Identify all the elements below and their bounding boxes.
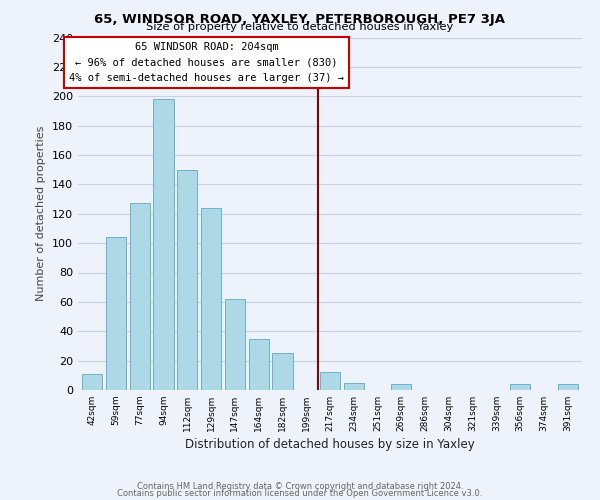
X-axis label: Distribution of detached houses by size in Yaxley: Distribution of detached houses by size …	[185, 438, 475, 451]
Bar	[154, 99, 173, 390]
Bar	[225, 299, 245, 390]
Text: Contains HM Land Registry data © Crown copyright and database right 2024.: Contains HM Land Registry data © Crown c…	[137, 482, 463, 491]
Bar	[106, 238, 126, 390]
Bar	[320, 372, 340, 390]
Bar	[557, 384, 578, 390]
Bar	[344, 382, 364, 390]
Text: 65, WINDSOR ROAD, YAXLEY, PETERBOROUGH, PE7 3JA: 65, WINDSOR ROAD, YAXLEY, PETERBOROUGH, …	[95, 12, 505, 26]
Bar	[201, 208, 221, 390]
Bar	[272, 354, 293, 390]
Bar	[391, 384, 412, 390]
Bar	[177, 170, 197, 390]
Bar	[82, 374, 103, 390]
Y-axis label: Number of detached properties: Number of detached properties	[37, 126, 46, 302]
Text: 65 WINDSOR ROAD: 204sqm
← 96% of detached houses are smaller (830)
4% of semi-de: 65 WINDSOR ROAD: 204sqm ← 96% of detache…	[69, 42, 344, 83]
Text: Contains public sector information licensed under the Open Government Licence v3: Contains public sector information licen…	[118, 488, 482, 498]
Text: Size of property relative to detached houses in Yaxley: Size of property relative to detached ho…	[146, 22, 454, 32]
Bar	[510, 384, 530, 390]
Bar	[248, 338, 269, 390]
Bar	[130, 204, 150, 390]
